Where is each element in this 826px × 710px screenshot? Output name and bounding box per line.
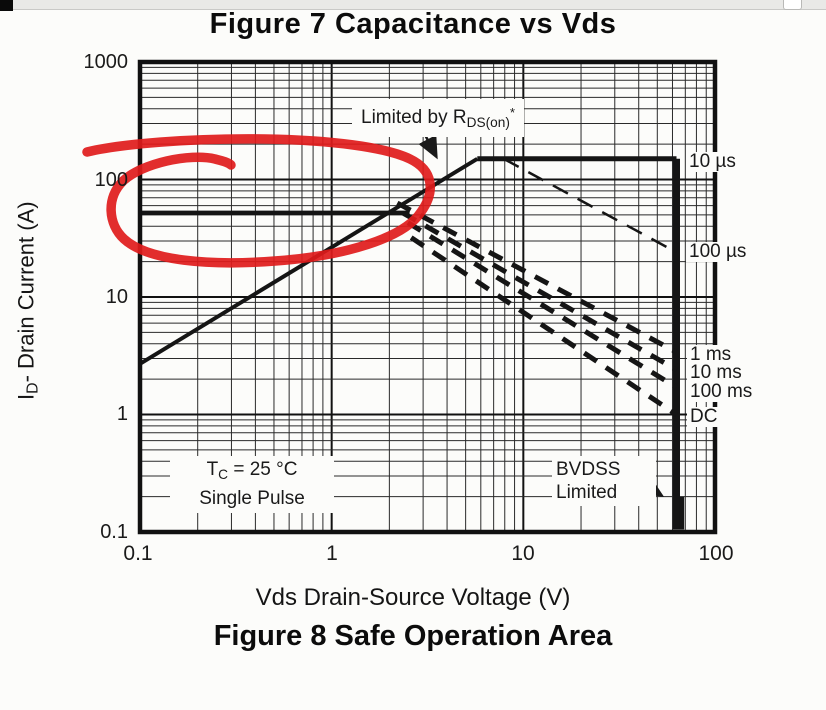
- page-top-strip: [0, 0, 826, 10]
- y-tick-1000: 1000: [83, 51, 129, 73]
- pulse-100ms: [406, 220, 678, 390]
- bvdss-annotation: BVDSS Limited: [552, 456, 656, 506]
- pulse-100us: [503, 157, 678, 254]
- test-conditions-annotation: TC = 25 °C Single Pulse: [170, 456, 334, 513]
- x-tick-10: 10: [511, 542, 535, 565]
- rds-limit-annotation: Limited by RDS(on)*: [352, 99, 525, 137]
- x-axis-label: Vds Drain-Source Voltage (V): [255, 584, 571, 611]
- x-tick-1: 1: [326, 542, 338, 565]
- plot-frame: [137, 59, 718, 535]
- test-conditions-line2: Single Pulse: [199, 487, 305, 509]
- x-tick-0p1: 0.1: [123, 542, 153, 565]
- curve-label-10ms: 10 ms: [687, 363, 745, 383]
- curve-label-dc: DC: [687, 407, 721, 427]
- bvdss-annotation-line1: BVDSS: [556, 459, 621, 480]
- curve-label-10us: 10 µs: [686, 152, 739, 172]
- y-tick-0p1: 0.1: [100, 521, 128, 543]
- figure8-caption: Figure 8 Safe Operation Area: [213, 620, 613, 652]
- pulse-dc: [409, 235, 678, 417]
- y-tick-10: 10: [105, 286, 128, 308]
- curve-label-100ms: 100 ms: [687, 382, 756, 402]
- scrollbar-stub: [783, 0, 802, 10]
- y-tick-100: 100: [94, 169, 128, 191]
- soa-curves: [138, 156, 685, 530]
- y-tick-1: 1: [116, 403, 128, 425]
- curve-label-100us: 100 µs: [686, 242, 750, 262]
- figure7-title: Figure 7 Capacitance vs Vds: [209, 8, 617, 40]
- pulse-10ms: [401, 210, 678, 372]
- test-conditions-line1: TC = 25 °C: [206, 459, 298, 482]
- page-corner-mark: [0, 0, 13, 11]
- bvdss-annotation-line2: Limited: [556, 482, 618, 503]
- red-highlight-loop: [82, 134, 435, 268]
- curve-label-1ms: 1 ms: [687, 345, 735, 365]
- pulse-1ms: [396, 200, 678, 355]
- x-tick-100: 100: [698, 542, 734, 565]
